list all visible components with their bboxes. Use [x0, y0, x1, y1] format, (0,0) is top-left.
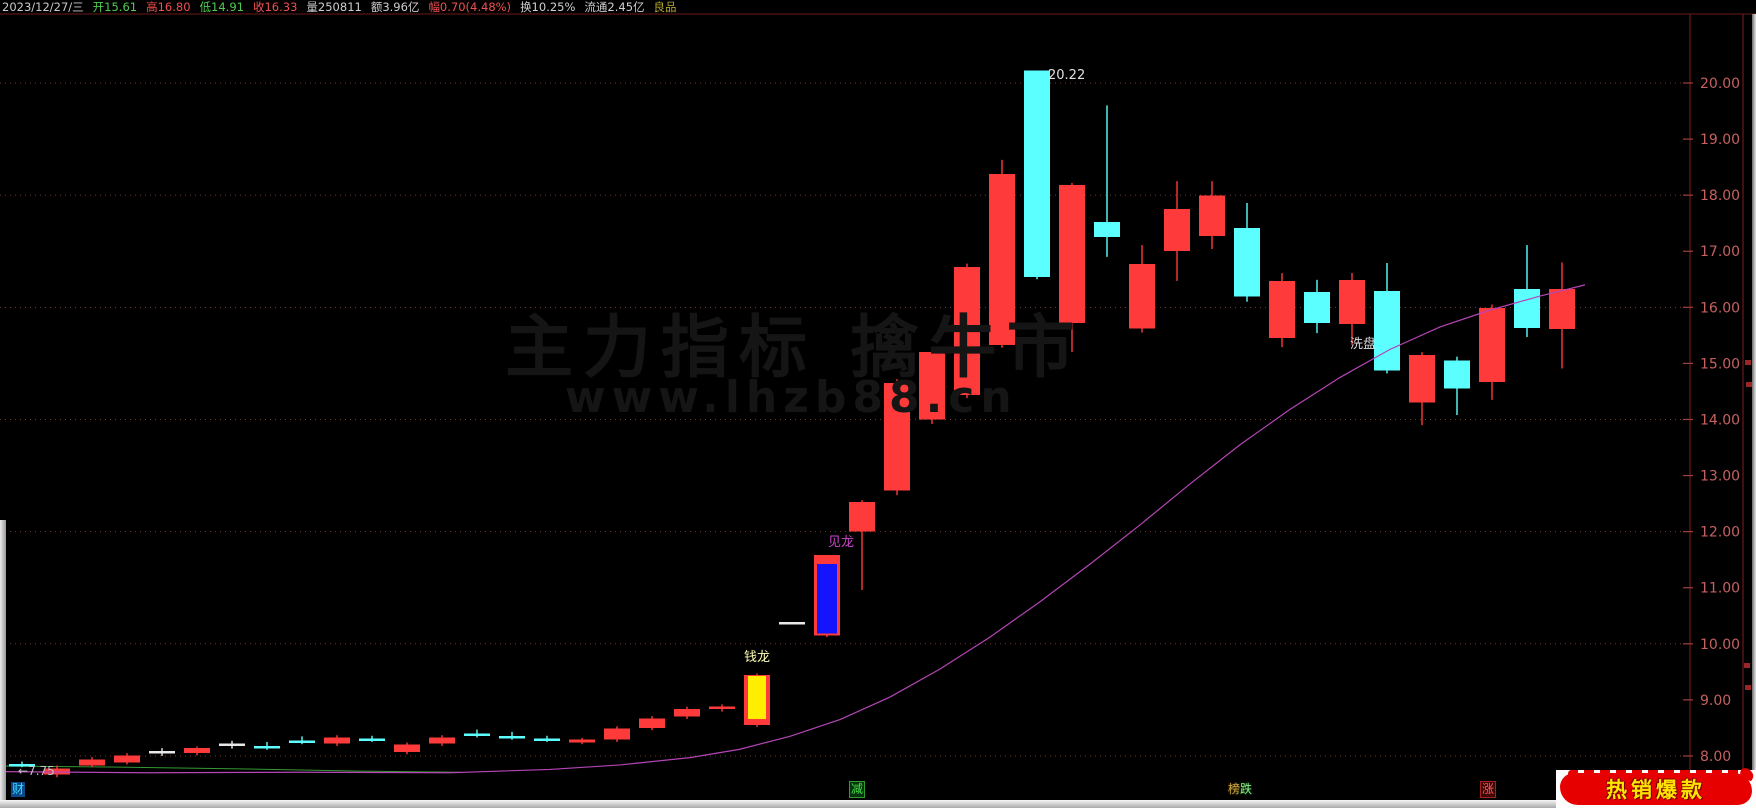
header-field: 额3.96亿: [370, 0, 420, 14]
candle-body[interactable]: [429, 737, 455, 744]
tab-cai-label[interactable]: 财: [11, 782, 26, 797]
candle-body[interactable]: [1269, 280, 1295, 339]
candle-body[interactable]: [1164, 209, 1190, 252]
scroll-marker[interactable]: [1746, 382, 1752, 387]
window-edge-left: [0, 520, 6, 802]
candle-body[interactable]: [1409, 354, 1435, 403]
signal-bangdie-label: 榜跌: [1227, 782, 1253, 797]
header-date: 2023/12/27/三: [2, 0, 84, 14]
candle-body[interactable]: [1374, 291, 1400, 371]
candle-body[interactable]: [184, 748, 210, 754]
candle-body[interactable]: [1234, 228, 1260, 297]
candle-body[interactable]: [534, 738, 560, 742]
candle-body[interactable]: [219, 743, 245, 747]
candle-body[interactable]: [989, 173, 1015, 345]
header-field: 量250811: [306, 0, 362, 14]
flame-icon: 热销爆款: [1560, 770, 1752, 805]
signal-zhang-label: 涨: [1480, 781, 1497, 798]
candle-body[interactable]: [1059, 185, 1085, 324]
ma-line: [0, 284, 1586, 774]
header-field: 收16.33: [252, 0, 298, 14]
header-field: 良品: [653, 0, 677, 14]
window-edge-right[interactable]: [1752, 14, 1756, 802]
chart-annotation: 钱龙: [744, 650, 770, 665]
y-tick-label: 16.00: [1700, 300, 1740, 316]
header-field: 换10.25%: [520, 0, 576, 14]
candle-body[interactable]: [1339, 279, 1365, 325]
candle-body[interactable]: [954, 266, 980, 395]
chart-annotation: ←7.75: [18, 764, 55, 778]
y-tick-label: 20.00: [1700, 76, 1740, 92]
candle-body[interactable]: [114, 755, 140, 763]
header-field: 幅0.70(4.48%): [428, 0, 512, 14]
candle-body[interactable]: [499, 735, 525, 739]
candle-body[interactable]: [1444, 360, 1470, 389]
candle-body[interactable]: [9, 763, 35, 767]
candle-body[interactable]: [324, 737, 350, 744]
candle-body[interactable]: [1514, 288, 1540, 329]
candle-body[interactable]: [1479, 307, 1505, 382]
y-tick-label: 17.00: [1700, 244, 1740, 260]
candle-body[interactable]: [1094, 222, 1120, 238]
window-edge-bottom: [0, 800, 1756, 808]
y-tick-label: 8.00: [1700, 749, 1731, 765]
hot-sale-badge: 热销爆款: [1556, 770, 1756, 808]
y-tick-label: 13.00: [1700, 469, 1740, 485]
candle-body[interactable]: [44, 768, 70, 775]
header-field: 高16.80: [146, 0, 191, 14]
y-tick-label: 18.00: [1700, 188, 1740, 204]
candle-body[interactable]: [1304, 292, 1330, 324]
header-field: 开15.61: [92, 0, 138, 14]
candle-body[interactable]: [639, 718, 665, 728]
candle-body[interactable]: [1024, 70, 1050, 278]
signal-jian-label: 减: [849, 781, 866, 798]
signal-bang-char: 榜: [1228, 782, 1241, 796]
header-field: 流通2.45亿: [584, 0, 645, 14]
candle-body[interactable]: [149, 750, 175, 754]
y-tick-label: 14.00: [1700, 412, 1740, 428]
candle-body[interactable]: [464, 733, 490, 737]
candle-body[interactable]: [604, 728, 630, 740]
scroll-marker[interactable]: [1744, 663, 1750, 668]
candle-body[interactable]: [569, 739, 595, 743]
hot-sale-badge-text: 热销爆款: [1606, 778, 1706, 802]
header-bar: 2023/12/27/三 开15.61 高16.80 低14.91 收16.33 量25…: [2, 0, 677, 14]
scroll-marker[interactable]: [1745, 360, 1751, 365]
candle-body[interactable]: [79, 759, 105, 766]
signal-die-char: 跌: [1240, 782, 1253, 796]
green-ma-line: [0, 765, 461, 773]
candle-body[interactable]: [289, 740, 315, 743]
candle-body[interactable]: [674, 708, 700, 717]
candle-body[interactable]: [849, 501, 875, 532]
candle-body[interactable]: [884, 383, 910, 491]
scroll-marker[interactable]: [1745, 685, 1751, 690]
candle-body[interactable]: [394, 744, 420, 753]
y-tick-label: 9.00: [1700, 693, 1731, 709]
chart-annotation: 见龙: [828, 535, 854, 550]
candle-body[interactable]: [1549, 288, 1575, 330]
qianlong-highlight: [748, 676, 766, 720]
candle-body[interactable]: [1129, 264, 1155, 329]
chart-annotation: 洗盘: [1350, 336, 1376, 352]
chart-annotation: 20.22: [1048, 68, 1085, 83]
candle-body[interactable]: [254, 745, 280, 749]
candle-body[interactable]: [779, 621, 805, 625]
header-field: 低14.91: [199, 0, 244, 14]
candle-body[interactable]: [359, 738, 385, 742]
candle-body[interactable]: [919, 352, 945, 420]
y-tick-label: 10.00: [1700, 637, 1740, 653]
candle-body[interactable]: [709, 706, 735, 710]
y-tick-label: 11.00: [1700, 581, 1740, 597]
y-tick-label: 12.00: [1700, 525, 1740, 541]
y-tick-label: 15.00: [1700, 356, 1740, 372]
y-tick-label: 19.00: [1700, 132, 1740, 148]
candle-body[interactable]: [1199, 195, 1225, 237]
jianlong-highlight: [817, 564, 837, 634]
